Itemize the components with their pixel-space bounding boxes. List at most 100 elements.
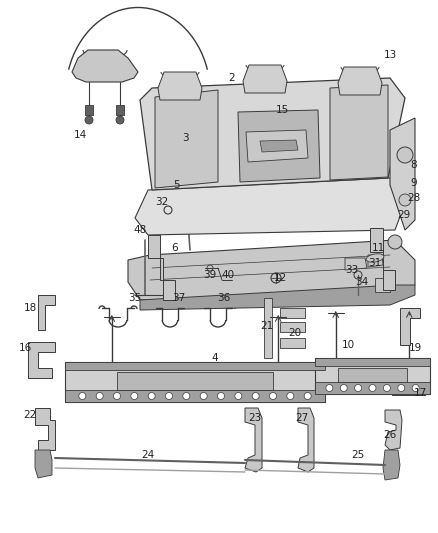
Circle shape (131, 392, 138, 400)
Polygon shape (117, 372, 273, 390)
Circle shape (326, 384, 333, 392)
Text: 23: 23 (248, 413, 261, 423)
Text: 5: 5 (173, 180, 179, 190)
Polygon shape (260, 140, 298, 152)
Text: 34: 34 (355, 277, 369, 287)
Polygon shape (280, 322, 305, 332)
Polygon shape (345, 258, 367, 270)
Polygon shape (375, 278, 390, 292)
Text: 20: 20 (289, 328, 301, 338)
Circle shape (252, 392, 259, 400)
Text: 8: 8 (411, 160, 417, 170)
Polygon shape (128, 240, 415, 300)
Polygon shape (35, 408, 55, 450)
Polygon shape (158, 72, 202, 100)
Text: 32: 32 (155, 197, 169, 207)
Text: 26: 26 (383, 430, 397, 440)
Circle shape (85, 116, 93, 124)
Text: 22: 22 (23, 410, 37, 420)
Circle shape (200, 392, 207, 400)
Polygon shape (315, 358, 430, 366)
Text: 16: 16 (18, 343, 32, 353)
Circle shape (388, 235, 402, 249)
Text: 6: 6 (172, 243, 178, 253)
Circle shape (218, 392, 225, 400)
Polygon shape (243, 65, 287, 93)
Text: 36: 36 (217, 293, 231, 303)
Polygon shape (330, 85, 388, 180)
Polygon shape (135, 178, 408, 235)
Text: 2: 2 (229, 73, 235, 83)
Polygon shape (38, 295, 55, 330)
Circle shape (148, 392, 155, 400)
Polygon shape (370, 228, 395, 290)
Text: 13: 13 (383, 50, 397, 60)
Circle shape (398, 384, 405, 392)
Text: 40: 40 (222, 270, 235, 280)
Polygon shape (238, 110, 320, 182)
Circle shape (183, 392, 190, 400)
Text: 35: 35 (128, 293, 141, 303)
Polygon shape (28, 342, 55, 378)
Circle shape (235, 392, 242, 400)
Polygon shape (148, 235, 175, 300)
Circle shape (399, 194, 411, 206)
Circle shape (79, 392, 86, 400)
Polygon shape (264, 298, 272, 358)
Text: 29: 29 (397, 210, 411, 220)
Polygon shape (245, 408, 262, 472)
Polygon shape (298, 408, 314, 472)
Polygon shape (155, 90, 218, 188)
Polygon shape (338, 368, 407, 382)
Text: 14: 14 (74, 130, 87, 140)
Circle shape (96, 392, 103, 400)
Text: 21: 21 (260, 321, 274, 331)
Polygon shape (246, 130, 308, 162)
Text: 3: 3 (182, 133, 188, 143)
Text: 11: 11 (371, 243, 385, 253)
Polygon shape (65, 362, 325, 370)
Polygon shape (65, 362, 325, 402)
Polygon shape (72, 50, 138, 82)
Text: 12: 12 (273, 273, 286, 283)
Polygon shape (280, 338, 305, 348)
Text: 25: 25 (351, 450, 364, 460)
Text: 4: 4 (212, 353, 218, 363)
Text: 17: 17 (413, 388, 427, 398)
Text: 31: 31 (368, 258, 381, 268)
Polygon shape (385, 410, 402, 450)
Circle shape (287, 392, 294, 400)
Polygon shape (368, 255, 383, 267)
Text: 39: 39 (203, 270, 217, 280)
Polygon shape (392, 358, 425, 395)
Circle shape (113, 392, 120, 400)
Circle shape (304, 392, 311, 400)
Circle shape (269, 392, 276, 400)
Polygon shape (315, 382, 430, 394)
Polygon shape (338, 67, 382, 95)
Circle shape (383, 384, 390, 392)
Text: 19: 19 (408, 343, 422, 353)
Circle shape (340, 384, 347, 392)
Text: 15: 15 (276, 105, 289, 115)
Circle shape (412, 384, 419, 392)
Text: 10: 10 (342, 340, 355, 350)
Polygon shape (35, 450, 52, 478)
Text: 28: 28 (407, 193, 420, 203)
Polygon shape (280, 308, 305, 318)
Polygon shape (140, 285, 415, 310)
Text: 18: 18 (23, 303, 37, 313)
Text: 9: 9 (411, 178, 417, 188)
Polygon shape (400, 308, 420, 345)
Circle shape (166, 392, 173, 400)
Text: 24: 24 (141, 450, 155, 460)
Circle shape (397, 147, 413, 163)
Circle shape (116, 116, 124, 124)
Text: 48: 48 (134, 225, 147, 235)
Polygon shape (85, 105, 93, 115)
Text: 27: 27 (295, 413, 309, 423)
Polygon shape (383, 450, 400, 480)
Circle shape (355, 384, 362, 392)
Circle shape (369, 384, 376, 392)
Polygon shape (315, 358, 430, 394)
